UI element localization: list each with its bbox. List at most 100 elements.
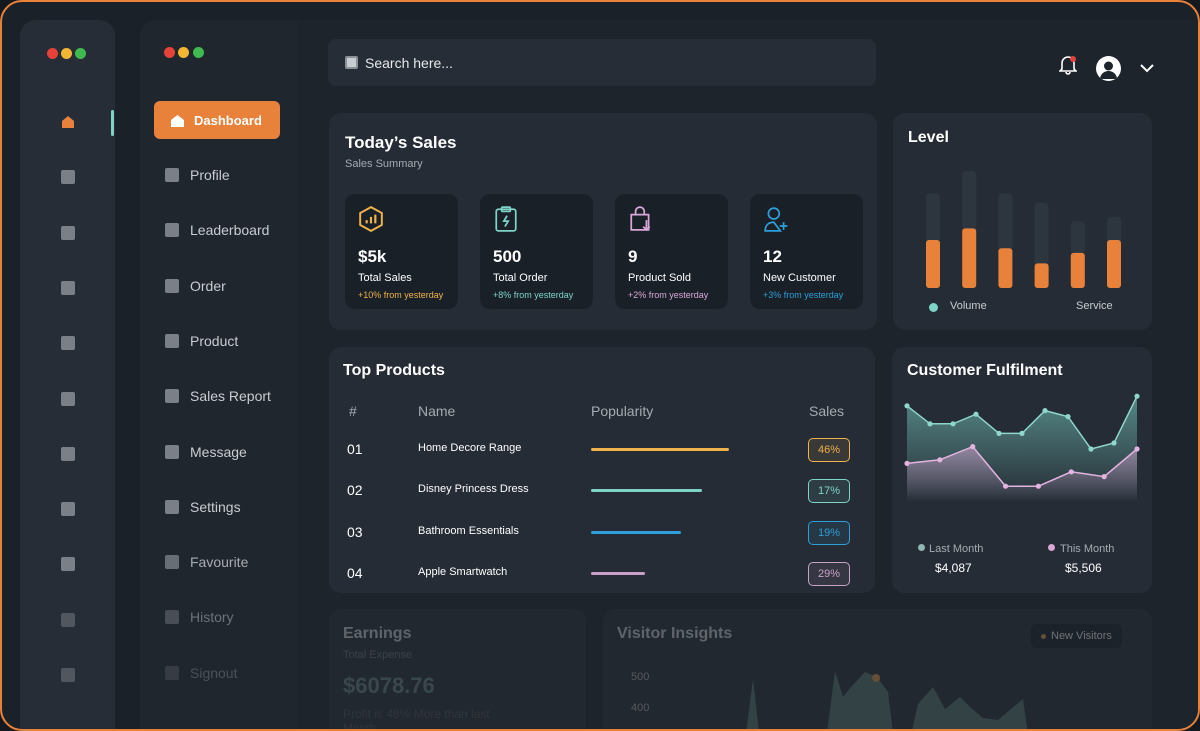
last-month-point (1134, 393, 1140, 399)
minimize-dot[interactable] (61, 48, 72, 59)
home-icon (171, 114, 184, 127)
visitor-insights-card: Visitor Insights New Visitors 500 400 (603, 609, 1152, 729)
stat-label: Total Order (493, 272, 548, 284)
stat-card-product-sold: 9 Product Sold +2% from yesterday (615, 194, 728, 309)
bell-icon[interactable] (1058, 55, 1078, 80)
new-visitors-legend[interactable]: New Visitors (1031, 624, 1122, 648)
nav-icon (165, 333, 179, 348)
nav-icon (165, 389, 179, 404)
sidebar-item-signout[interactable]: Signout (165, 665, 237, 681)
nav-icon[interactable] (61, 170, 75, 185)
earnings-card: Earnings Total Expense $6078.76 Profit i… (329, 609, 586, 731)
nav-icon (165, 444, 179, 459)
sidebar-item-settings[interactable]: Settings (165, 499, 241, 515)
sales-badge: 19% (808, 520, 850, 545)
sidebar-item-sales-report[interactable]: Sales Report (165, 388, 271, 404)
user-plus-icon (764, 207, 788, 232)
table-row[interactable]: 03 Bathroom Essentials 19% (329, 518, 875, 548)
clipboard-bolt-icon (495, 206, 517, 232)
service-bar (998, 248, 1013, 288)
this-month-point (1002, 483, 1009, 489)
legend-label: New Visitors (1051, 630, 1112, 642)
sidebar-item-label: Dashboard (194, 112, 262, 128)
earnings-value: $6078.76 (343, 673, 435, 698)
service-bar (1034, 263, 1049, 288)
earnings-note: Profit is 48% More than last Month (343, 707, 490, 731)
avatar[interactable] (1096, 56, 1121, 81)
service-bar (1107, 240, 1121, 288)
row-number: 04 (347, 564, 363, 581)
nav-icon[interactable] (61, 668, 75, 682)
this-month-point (1134, 446, 1140, 452)
stat-card-total-sales: $5k Total Sales +10% from yesterday (345, 194, 458, 309)
sidebar-item-order[interactable]: Order (165, 278, 226, 294)
popularity-bar (591, 489, 702, 493)
sidebar-item-favourite[interactable]: Favourite (165, 554, 248, 570)
minimize-dot[interactable] (178, 47, 189, 58)
card-title: Customer Fulfilment (907, 362, 1063, 379)
sidebar-item-label: Product (190, 332, 239, 349)
nav-icon[interactable] (61, 280, 75, 295)
visitor-point (872, 674, 880, 682)
nav-icon (165, 665, 179, 680)
close-dot[interactable] (47, 48, 58, 59)
nav-icon[interactable] (61, 612, 75, 627)
y-tick: 400 (631, 702, 650, 714)
stat-change: +3% from yesterday (763, 290, 844, 300)
sidebar-item-product[interactable]: Product (165, 333, 238, 349)
nav-icon[interactable] (61, 391, 75, 406)
sidebar-item-history[interactable]: History (165, 609, 234, 625)
last-month-value: $4,087 (935, 561, 972, 575)
nav-icon[interactable] (61, 557, 75, 572)
this-month-point (1068, 469, 1074, 475)
shopping-bag-icon (630, 206, 651, 232)
sidebar-item-profile[interactable]: Profile (165, 167, 230, 183)
sidebar-item-leaderboard[interactable]: Leaderboard (165, 222, 269, 238)
product-name: Apple Smartwatch (418, 565, 508, 578)
maximize-dot[interactable] (75, 48, 86, 59)
sidebar-item-label: History (190, 609, 234, 626)
row-number: 01 (347, 441, 363, 457)
sidebar-item-dashboard[interactable]: Dashboard (154, 101, 280, 139)
this-month-point (937, 457, 943, 463)
maximize-dot[interactable] (193, 47, 204, 58)
search-bar[interactable]: Search here... (328, 39, 876, 86)
stat-change: +2% from yesterday (628, 290, 709, 300)
last-month-point (1019, 430, 1025, 436)
customer-fulfilment-card: Customer Fulfilment Last Month $4,087 Th… (892, 347, 1152, 593)
service-bar (1070, 252, 1085, 288)
popularity-bar (591, 530, 681, 534)
this-month-point (904, 460, 910, 466)
card-subtitle: Total Expense (343, 649, 413, 661)
nav-icon (165, 168, 179, 182)
nav-icon[interactable] (61, 446, 75, 461)
nav-icon[interactable] (61, 225, 75, 240)
table-row[interactable]: 02 Disney Princess Dress 17% (329, 476, 875, 506)
nav-icon[interactable] (61, 502, 75, 517)
close-dot[interactable] (164, 47, 175, 58)
stat-value: 9 (628, 247, 638, 266)
stat-change: +10% from yesterday (358, 290, 444, 300)
todays-sales-card: Today’s Sales Sales Summary $5k Total Sal… (329, 113, 877, 330)
top-products-card: Top Products # Name Popularity Sales 01 H… (329, 347, 875, 593)
card-title: Earnings (343, 625, 412, 642)
nav-icon[interactable] (61, 336, 75, 351)
search-input[interactable]: Search here... (365, 54, 453, 71)
last-month-label: Last Month (929, 543, 984, 555)
sidebar-item-message[interactable]: Message (165, 444, 247, 460)
card-title: Visitor Insights (617, 625, 733, 642)
this-month-label: This Month (1060, 543, 1115, 555)
product-name: Bathroom Essentials (418, 524, 519, 537)
product-name: Home Decore Range (418, 442, 522, 454)
table-row[interactable]: 04 Apple Smartwatch 29% (329, 559, 875, 589)
card-title: Top Products (343, 362, 445, 379)
chart-hexagon-icon (359, 205, 383, 233)
last-month-dot (918, 544, 925, 551)
this-month-value: $5,506 (1065, 561, 1102, 575)
table-row[interactable]: 01 Home Decore Range 46% (329, 435, 875, 465)
column-header-sales: Sales (809, 403, 845, 419)
this-month-point (1035, 483, 1042, 489)
home-icon[interactable] (61, 115, 75, 128)
chevron-down-icon[interactable] (1140, 60, 1154, 78)
